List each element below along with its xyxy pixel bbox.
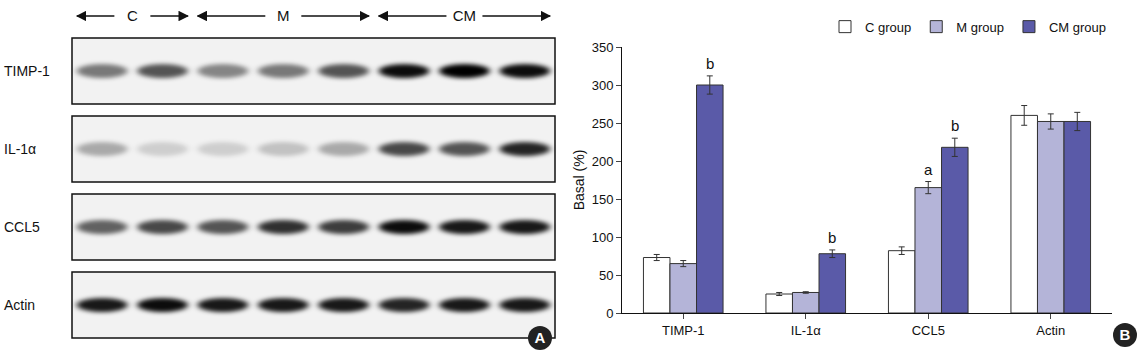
svg-text:C group: C group <box>865 20 911 35</box>
svg-text:C: C <box>127 7 138 24</box>
svg-text:b: b <box>951 117 959 134</box>
svg-text:M group: M group <box>956 20 1004 35</box>
svg-text:IL-1α: IL-1α <box>791 323 821 338</box>
svg-text:350: 350 <box>592 40 614 55</box>
svg-text:150: 150 <box>592 192 614 207</box>
svg-text:200: 200 <box>592 154 614 169</box>
svg-text:TIMP-1: TIMP-1 <box>4 63 50 79</box>
svg-text:Actin: Actin <box>4 297 35 313</box>
svg-text:250: 250 <box>592 116 614 131</box>
svg-text:Actin: Actin <box>1036 323 1065 338</box>
svg-text:0: 0 <box>606 306 613 321</box>
svg-text:CM: CM <box>453 7 476 24</box>
svg-text:a: a <box>924 161 933 178</box>
svg-text:CCL5: CCL5 <box>912 323 945 338</box>
svg-text:Basal (%): Basal (%) <box>571 150 587 211</box>
svg-text:CCL5: CCL5 <box>4 219 40 235</box>
svg-text:100: 100 <box>592 230 614 245</box>
svg-text:A: A <box>535 329 546 346</box>
svg-text:300: 300 <box>592 78 614 93</box>
svg-text:IL-1α: IL-1α <box>4 141 36 157</box>
svg-text:TIMP-1: TIMP-1 <box>662 323 705 338</box>
svg-text:CM group: CM group <box>1049 20 1106 35</box>
svg-text:M: M <box>277 7 290 24</box>
svg-text:b: b <box>828 229 836 246</box>
svg-text:B: B <box>1120 326 1131 343</box>
svg-text:50: 50 <box>599 268 613 283</box>
svg-text:b: b <box>706 55 714 72</box>
